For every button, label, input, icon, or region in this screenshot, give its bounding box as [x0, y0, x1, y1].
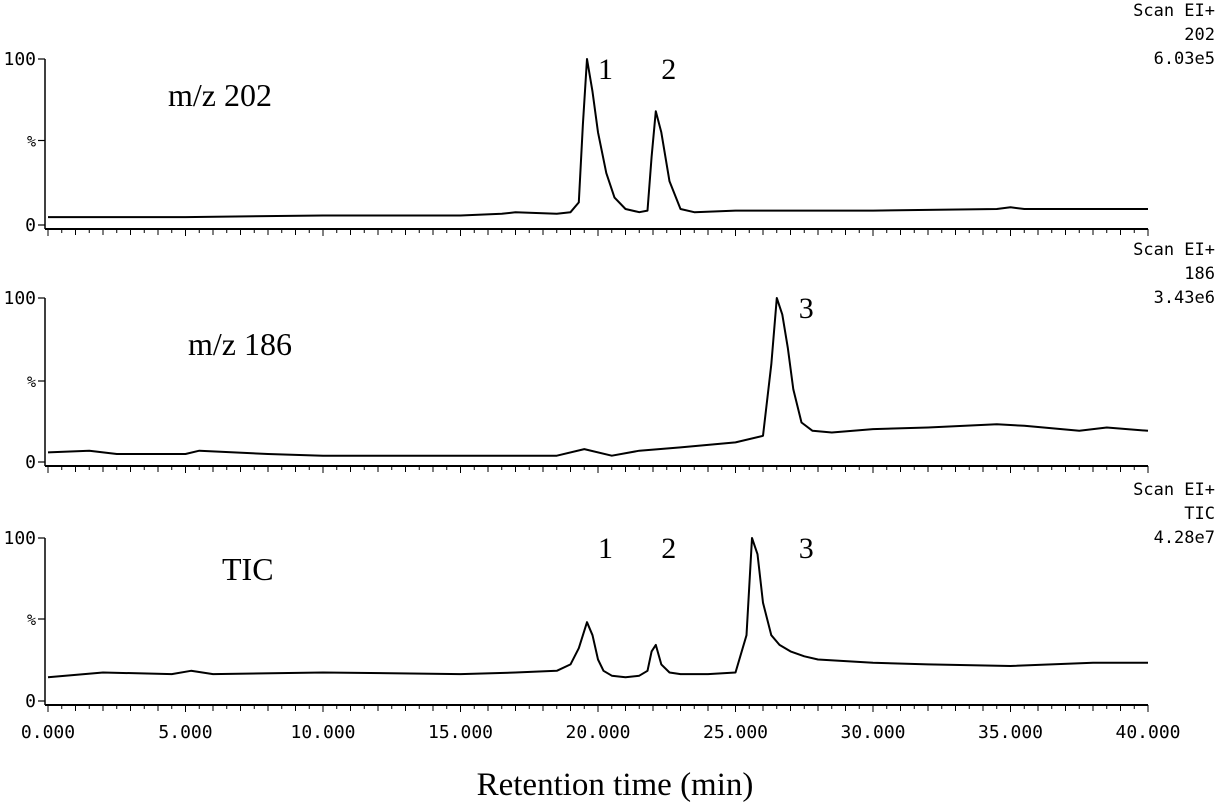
panel-2: 0% 100 m/z 186 Scan EI+ 186 3.43e6 3 — [3, 240, 1215, 473]
x-tick-label: 0.000 — [21, 722, 75, 743]
y-tick-label: 100 — [3, 49, 36, 70]
x-tick-label: 40.000 — [1115, 722, 1180, 743]
peak-label: 3 — [799, 292, 814, 325]
panel-3: 0% 100 TIC Scan EI+ TIC 4.28e7 1 2 3 — [3, 480, 1215, 712]
panel-header-line: Scan EI+ — [1133, 240, 1215, 260]
x-tick-label: 20.000 — [565, 722, 630, 743]
panel-header-line: TIC — [1184, 504, 1215, 524]
panel-1: 0% 100 m/z 202 Scan EI+ 202 6.03e5 1 2 — [3, 1, 1215, 236]
panel-label: TIC — [222, 551, 274, 587]
y-tick-label: 0 — [25, 215, 36, 236]
panel-header-line: 4.28e7 — [1154, 528, 1215, 548]
peak-label: 1 — [598, 53, 613, 86]
x-tick-label: 25.000 — [703, 722, 768, 743]
y-tick-label: % — [27, 373, 36, 391]
x-tick-label: 35.000 — [978, 722, 1043, 743]
series-line — [47, 297, 1149, 457]
x-tick-label: 5.000 — [158, 722, 212, 743]
y-tick-label: 100 — [3, 528, 36, 549]
peak-label: 1 — [598, 532, 613, 565]
panel-header-line: 6.03e5 — [1154, 49, 1215, 69]
y-tick-label: % — [27, 611, 36, 629]
panels-group: 0% 100 m/z 202 Scan EI+ 202 6.03e5 1 2 0% 100 m/z … — [3, 1, 1215, 712]
panel-header-line: 186 — [1184, 264, 1215, 284]
x-tick-labels: 0.000 5.000 10.000 15.000 20.000 25.000 30.000… — [21, 722, 1181, 743]
panel-label: m/z 186 — [188, 326, 292, 362]
y-tick-label: 0 — [25, 691, 36, 712]
series-line — [48, 58, 1148, 219]
y-tick-label: 0 — [25, 452, 36, 473]
panel-header-line: Scan EI+ — [1133, 1, 1215, 21]
x-tick-label: 10.000 — [290, 722, 355, 743]
panel-header-line: 202 — [1184, 25, 1215, 45]
y-tick-label: 100 — [3, 288, 36, 309]
series-line — [47, 537, 1148, 679]
peak-label: 3 — [799, 532, 814, 565]
y-tick-label: % — [27, 133, 36, 151]
x-tick-label: 30.000 — [840, 722, 905, 743]
x-axis-label: Retention time (min) — [477, 767, 754, 803]
x-tick-label: 15.000 — [428, 722, 493, 743]
panel-header-line: Scan EI+ — [1133, 480, 1215, 500]
peak-label: 2 — [661, 53, 676, 86]
peak-label: 2 — [661, 532, 676, 565]
panel-label: m/z 202 — [168, 77, 272, 113]
panel-header-line: 3.43e6 — [1154, 288, 1215, 308]
